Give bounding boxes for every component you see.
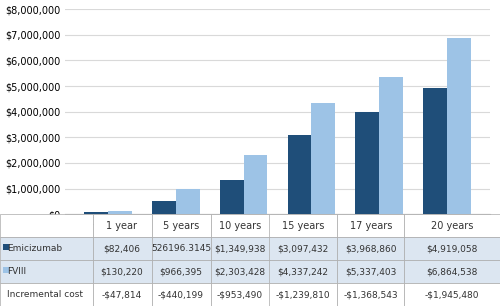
Text: 10 years: 10 years — [219, 221, 261, 231]
Text: $5,337,403: $5,337,403 — [345, 267, 397, 276]
Text: 1 year: 1 year — [106, 221, 138, 231]
Text: Incremental cost: Incremental cost — [8, 290, 84, 299]
Text: Emicizumab: Emicizumab — [8, 244, 62, 253]
Text: -$440,199: -$440,199 — [158, 290, 204, 299]
Bar — [176, 189, 200, 214]
Text: $966,395: $966,395 — [160, 267, 202, 276]
Bar — [312, 103, 335, 214]
Text: -$953,490: -$953,490 — [217, 290, 263, 299]
Text: -$1,239,810: -$1,239,810 — [276, 290, 330, 299]
Text: 526196.3145: 526196.3145 — [151, 244, 211, 253]
Text: $1,349,938: $1,349,938 — [214, 244, 266, 253]
Text: $82,406: $82,406 — [104, 244, 141, 253]
Bar — [84, 212, 108, 214]
Bar — [356, 113, 379, 214]
Text: 15 years: 15 years — [282, 221, 325, 231]
Bar — [108, 211, 132, 214]
Text: $4,919,058: $4,919,058 — [426, 244, 478, 253]
Bar — [244, 155, 268, 214]
Text: $130,220: $130,220 — [100, 267, 144, 276]
Text: $2,303,428: $2,303,428 — [214, 267, 266, 276]
Text: -$1,945,480: -$1,945,480 — [425, 290, 480, 299]
Text: $6,864,538: $6,864,538 — [426, 267, 478, 276]
Bar — [220, 180, 244, 214]
Text: 17 years: 17 years — [350, 221, 392, 231]
Text: $3,097,432: $3,097,432 — [278, 244, 329, 253]
Bar — [423, 88, 447, 214]
Bar — [152, 201, 176, 214]
Text: $3,968,860: $3,968,860 — [345, 244, 397, 253]
Text: 20 years: 20 years — [431, 221, 474, 231]
Bar — [288, 135, 312, 214]
Text: $4,337,242: $4,337,242 — [278, 267, 328, 276]
Text: -$47,814: -$47,814 — [102, 290, 142, 299]
Text: FVIII: FVIII — [8, 267, 26, 276]
Bar — [379, 77, 403, 214]
Text: -$1,368,543: -$1,368,543 — [344, 290, 398, 299]
Text: 5 years: 5 years — [163, 221, 199, 231]
Bar — [447, 38, 470, 214]
